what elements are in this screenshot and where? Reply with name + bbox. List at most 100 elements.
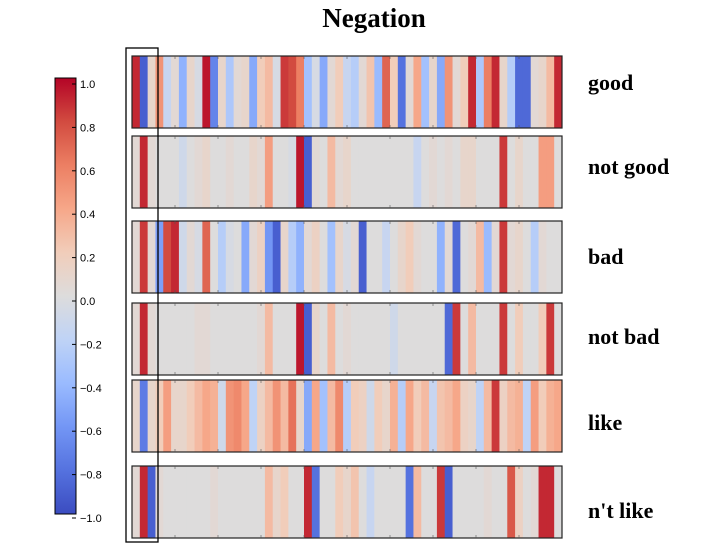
row-label: n't like bbox=[588, 498, 654, 523]
heatmap-cell bbox=[264, 466, 274, 538]
heatmap-cell bbox=[132, 56, 141, 128]
heatmap-cell bbox=[311, 136, 321, 208]
heatmap-cell bbox=[257, 221, 266, 293]
heatmap-cell bbox=[194, 136, 203, 208]
heatmap-cell bbox=[335, 303, 344, 375]
heatmap-cell bbox=[499, 303, 508, 375]
heatmap-cell bbox=[272, 56, 281, 128]
heatmap-cell bbox=[382, 221, 391, 293]
heatmap-cell bbox=[476, 466, 485, 538]
heatmap-cell bbox=[350, 136, 360, 208]
heatmap-cell bbox=[343, 466, 352, 538]
heatmap-cell bbox=[296, 221, 305, 293]
heatmap-cell bbox=[210, 380, 219, 452]
heatmap-cell bbox=[538, 56, 547, 128]
heatmap-cell bbox=[366, 303, 375, 375]
heatmap-cell bbox=[390, 466, 399, 538]
colorbar-tick-label: −0.2 bbox=[80, 339, 102, 351]
heatmap-cell bbox=[350, 303, 360, 375]
heatmap-cell bbox=[163, 303, 172, 375]
heatmap-cell bbox=[327, 380, 336, 452]
heatmap-cell bbox=[452, 303, 461, 375]
heatmap-cell bbox=[186, 303, 195, 375]
heatmap-cell bbox=[296, 56, 305, 128]
heatmap-cell bbox=[319, 136, 328, 208]
heatmap-cell bbox=[155, 466, 164, 538]
heatmap-cell bbox=[194, 56, 203, 128]
heatmap-cell bbox=[413, 136, 422, 208]
heatmap-cell bbox=[147, 136, 156, 208]
heatmap-cell bbox=[397, 56, 407, 128]
heatmap-cell bbox=[397, 221, 407, 293]
colorbar-tick-label: −0.4 bbox=[80, 383, 102, 395]
heatmap-row: not bad bbox=[131, 302, 660, 376]
heatmap-cell bbox=[374, 221, 383, 293]
heatmap-cell bbox=[327, 221, 336, 293]
heatmap-cell bbox=[405, 56, 414, 128]
heatmap-cell bbox=[147, 380, 156, 452]
heatmap-cell bbox=[147, 56, 156, 128]
heatmap-cell bbox=[483, 221, 493, 293]
heatmap-cell bbox=[210, 56, 219, 128]
heatmap-cell bbox=[483, 303, 493, 375]
row-label: not good bbox=[588, 154, 669, 179]
colorbar-tick-label: −0.8 bbox=[80, 470, 102, 482]
heatmap-cell bbox=[335, 56, 344, 128]
heatmap-cell bbox=[218, 56, 227, 128]
heatmap-cell bbox=[390, 303, 399, 375]
heatmap-cell bbox=[366, 380, 375, 452]
heatmap-cell bbox=[241, 380, 250, 452]
heatmap-cell bbox=[194, 221, 203, 293]
heatmap-cell bbox=[374, 303, 383, 375]
heatmap-cell bbox=[296, 466, 305, 538]
heatmap-cell bbox=[194, 466, 203, 538]
heatmap-cell bbox=[319, 380, 328, 452]
heatmap-cell bbox=[483, 56, 493, 128]
heatmap-cell bbox=[405, 136, 414, 208]
heatmap-cell bbox=[491, 136, 500, 208]
heatmap-cell bbox=[390, 221, 399, 293]
heatmap-cell bbox=[264, 136, 274, 208]
heatmap-cell bbox=[452, 56, 461, 128]
heatmap-cell bbox=[382, 466, 391, 538]
heatmap-cell bbox=[327, 136, 336, 208]
heatmap-cell bbox=[436, 136, 446, 208]
heatmap-cell bbox=[546, 303, 555, 375]
heatmap-cell bbox=[468, 466, 477, 538]
heatmap-cell bbox=[405, 466, 414, 538]
heatmap-cell bbox=[515, 136, 524, 208]
heatmap-cell bbox=[554, 56, 563, 128]
heatmap-cell bbox=[468, 303, 477, 375]
heatmap-cell bbox=[335, 466, 344, 538]
heatmap-cell bbox=[452, 136, 461, 208]
heatmap-cell bbox=[178, 221, 188, 293]
heatmap-cell bbox=[171, 303, 180, 375]
heatmap-cell bbox=[507, 56, 516, 128]
heatmap-cell bbox=[288, 221, 297, 293]
heatmap-cell bbox=[186, 56, 195, 128]
heatmap-cell bbox=[178, 380, 188, 452]
heatmap-cell bbox=[257, 303, 266, 375]
heatmap-cell bbox=[538, 221, 547, 293]
heatmap-cell bbox=[319, 221, 328, 293]
heatmap-cell bbox=[194, 303, 203, 375]
heatmap-cell bbox=[319, 56, 328, 128]
heatmap-cell bbox=[343, 380, 352, 452]
heatmap-cell bbox=[413, 466, 422, 538]
heatmap-cell bbox=[272, 136, 281, 208]
heatmap-cell bbox=[476, 303, 485, 375]
heatmap-cell bbox=[202, 466, 211, 538]
heatmap-cell bbox=[218, 380, 227, 452]
heatmap-cell bbox=[507, 466, 516, 538]
heatmap-cell bbox=[421, 136, 430, 208]
heatmap-cell bbox=[343, 303, 352, 375]
heatmap-cell bbox=[186, 380, 195, 452]
heatmap-cell bbox=[515, 221, 524, 293]
heatmap-cell bbox=[218, 136, 227, 208]
heatmap-cell bbox=[483, 466, 493, 538]
heatmap-row: bad bbox=[131, 220, 623, 294]
heatmap-cell bbox=[515, 56, 524, 128]
heatmap-cell bbox=[288, 136, 297, 208]
heatmap-cell bbox=[554, 380, 563, 452]
heatmap-cell bbox=[397, 303, 407, 375]
